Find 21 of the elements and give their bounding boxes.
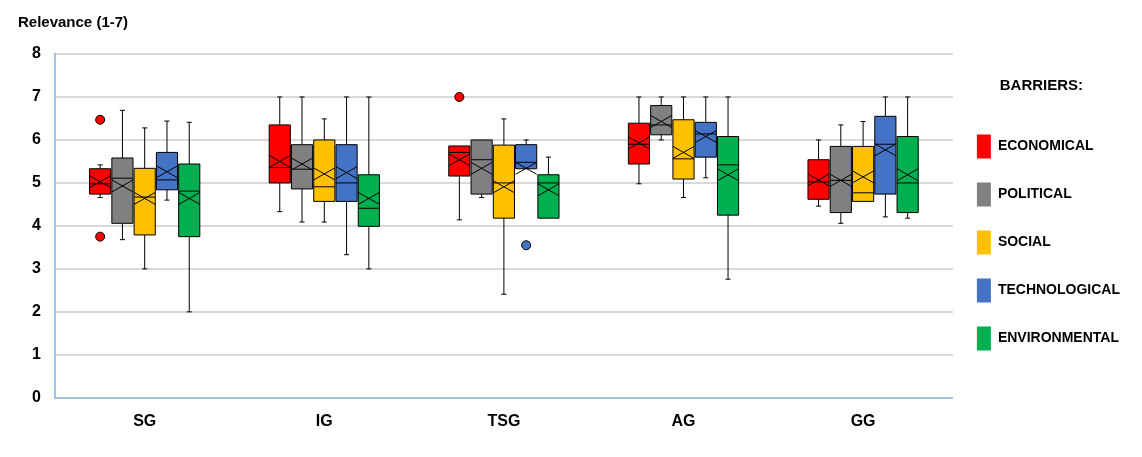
y-tick-label: 8 bbox=[31, 44, 41, 62]
legend-label: ECONOMICAL bbox=[997, 137, 1095, 154]
legend-label: TECHNOLOGICAL bbox=[997, 281, 1121, 298]
y-tick-label: 3 bbox=[31, 259, 41, 277]
y-tick-label: 5 bbox=[31, 173, 41, 191]
x-tick-label: AG bbox=[671, 411, 696, 429]
y-tick-label: 1 bbox=[31, 345, 41, 363]
y-tick-label: 6 bbox=[31, 130, 41, 148]
y-tick-label: 2 bbox=[31, 302, 41, 320]
x-tick-label: GG bbox=[850, 411, 876, 429]
legend-label: ENVIRONMENTAL bbox=[997, 329, 1120, 346]
y-tick-label: 7 bbox=[31, 87, 41, 105]
x-tick-label: IG bbox=[315, 411, 333, 429]
legend-title: BARRIERS: bbox=[999, 76, 1084, 94]
x-tick-label: SG bbox=[133, 411, 157, 429]
y-tick-label: 4 bbox=[31, 216, 41, 234]
legend-label: POLITICAL bbox=[997, 185, 1073, 202]
x-tick-label: TSG bbox=[487, 411, 521, 429]
y-axis-title: Relevance (1-7) bbox=[18, 13, 129, 31]
legend-label: SOCIAL bbox=[997, 233, 1052, 250]
y-tick-label: 0 bbox=[31, 388, 41, 406]
